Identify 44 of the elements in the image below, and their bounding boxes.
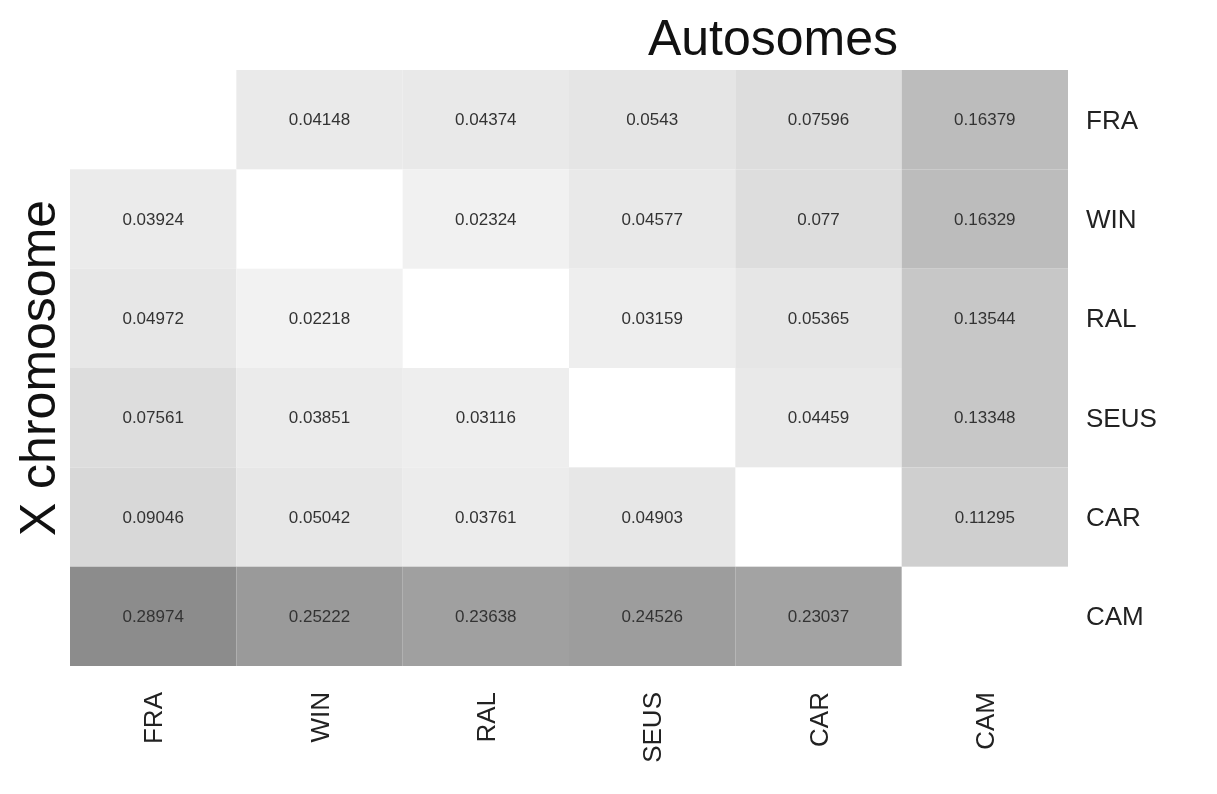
data-label: 0.04577	[621, 209, 683, 229]
y-tick-label: FRA	[1086, 104, 1139, 135]
data-label: 0.13348	[954, 408, 1016, 428]
x-tick-label: SEUS	[637, 692, 668, 763]
data-label: 0.13544	[954, 308, 1016, 328]
data-label: 0.11295	[954, 507, 1015, 527]
data-label: 0.02218	[288, 308, 351, 328]
data-label: 0.09046	[122, 507, 184, 527]
y-tick-label: SEUS	[1086, 402, 1157, 433]
data-label: 0.03761	[455, 507, 517, 527]
data-label: 0.05042	[288, 507, 351, 527]
data-label: 0.05365	[787, 308, 850, 328]
x-tick-label: FRA	[138, 691, 169, 744]
data-label: 0.16379	[954, 110, 1016, 130]
data-label: 0.04459	[787, 408, 850, 428]
data-label: 0.28974	[122, 606, 184, 626]
data-label: 0.04903	[621, 507, 683, 527]
y-tick-label: WIN	[1086, 204, 1137, 234]
data-label: 0.23638	[455, 606, 517, 626]
data-label: 0.02324	[455, 209, 517, 229]
data-label: 0.07596	[787, 110, 850, 130]
x-tick-label: RAL	[470, 692, 501, 743]
data-label: 0.16329	[954, 209, 1016, 229]
data-label: 0.03159	[621, 308, 683, 328]
x-tick-label: CAM	[969, 692, 1000, 750]
data-label: 0.03851	[288, 408, 351, 428]
data-label: 0.0543	[626, 110, 679, 130]
x-tick-label: CAR	[803, 692, 834, 747]
data-label: 0.25222	[288, 606, 351, 626]
data-label: 0.07561	[122, 408, 184, 428]
data-label: 0.04972	[122, 308, 184, 328]
x-tick-label: WIN	[304, 692, 335, 743]
data-label: 0.03116	[455, 408, 516, 428]
chart-title: Autosomes	[647, 10, 898, 66]
data-label: 0.04148	[288, 110, 351, 130]
data-label: 0.03924	[122, 209, 184, 229]
data-label: 0.23037	[787, 606, 850, 626]
data-label: 0.24526	[621, 606, 683, 626]
y-axis-title: X chromosome	[10, 199, 66, 537]
data-label: 0.04374	[455, 110, 517, 130]
y-tick-label: CAM	[1086, 601, 1144, 632]
y-tick-label: RAL	[1086, 303, 1137, 334]
data-label: 0.077	[797, 209, 840, 229]
y-tick-label: CAR	[1086, 502, 1141, 532]
